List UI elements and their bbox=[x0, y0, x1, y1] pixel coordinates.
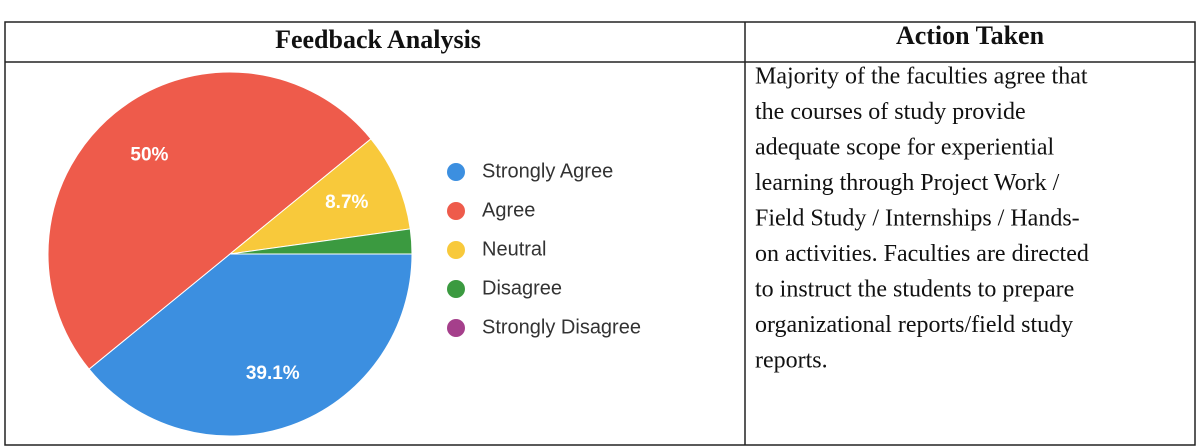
data-label: 50% bbox=[130, 144, 168, 165]
legend-swatch bbox=[447, 202, 465, 220]
header-cell: Feedback Analysis bbox=[275, 25, 481, 54]
action-line: to instruct the students to prepare bbox=[755, 277, 1074, 303]
action-line: adequate scope for experiential bbox=[755, 135, 1055, 161]
data-label: 8.7% bbox=[325, 192, 368, 213]
table-border bbox=[4, 21, 1196, 446]
action-line: on activities. Faculties are directed bbox=[755, 241, 1089, 267]
legend-label: Neutral bbox=[482, 238, 546, 260]
pie-slice bbox=[47, 71, 372, 370]
data-label: 39.1% bbox=[246, 363, 300, 384]
legend-swatch bbox=[447, 280, 465, 298]
legend-label: Agree bbox=[482, 199, 535, 221]
legend-swatch bbox=[447, 241, 465, 259]
action-line: organizational reports/field study bbox=[755, 312, 1073, 338]
legend-label: Disagree bbox=[482, 277, 562, 299]
pie-slice bbox=[88, 253, 413, 437]
pie-slice bbox=[229, 228, 413, 255]
header-cell: Action Taken bbox=[896, 21, 1045, 50]
action-line: the courses of study provide bbox=[755, 99, 1026, 125]
legend-label: Strongly Disagree bbox=[482, 316, 641, 338]
legend-swatch bbox=[447, 319, 465, 337]
pie-slice bbox=[228, 138, 411, 255]
action-text: Majority of the faculties agree that the … bbox=[755, 64, 1089, 374]
legend-label: Strongly Agree bbox=[482, 160, 613, 182]
legend-swatch bbox=[447, 163, 465, 181]
action-line: reports. bbox=[755, 348, 828, 374]
action-line: learning through Project Work / bbox=[755, 170, 1060, 196]
pie-chart: 39.1% 50% 8.7% Strongly Agree Agree Neutral Di… bbox=[47, 71, 641, 437]
action-line: Field Study / Internships / Hands- bbox=[755, 206, 1080, 232]
action-line: Majority of the faculties agree that bbox=[755, 64, 1088, 90]
